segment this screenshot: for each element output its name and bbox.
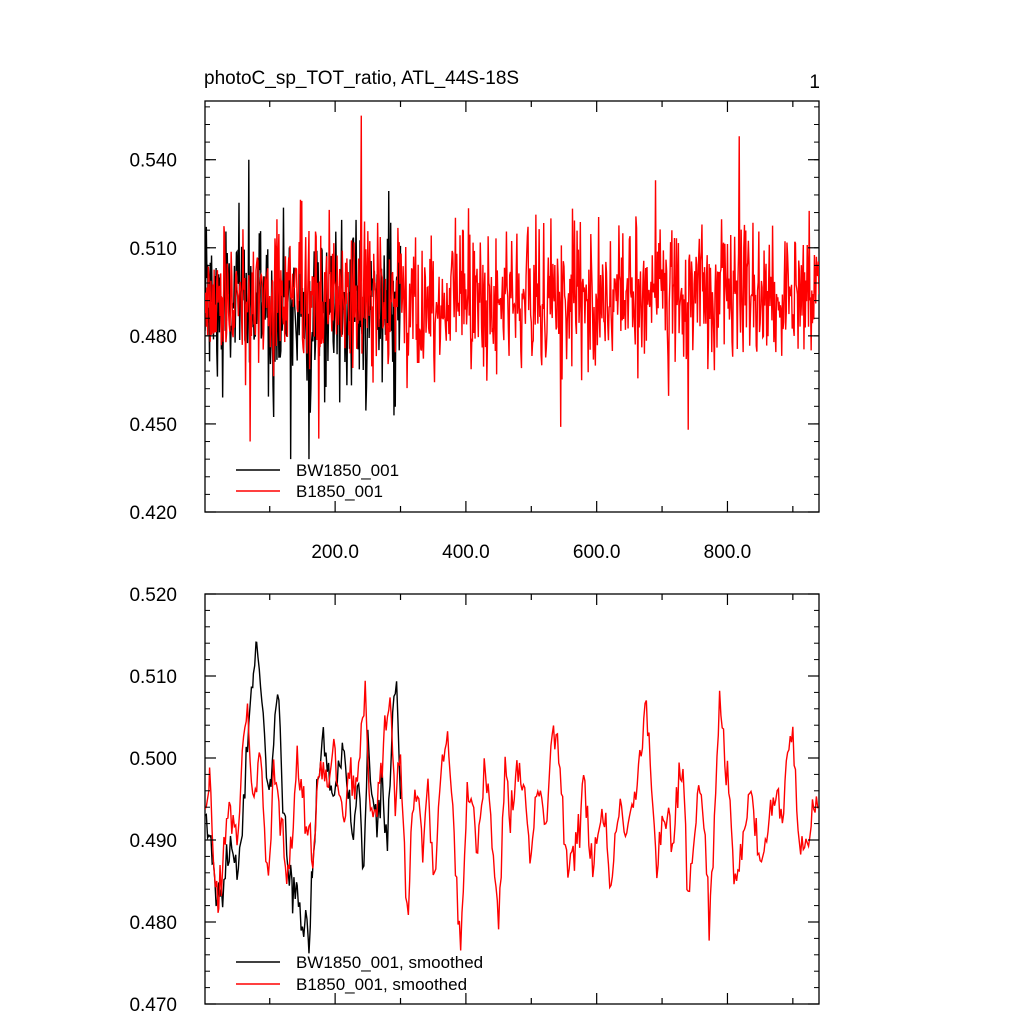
bottom-panel: 0.470 0.480 0.490 0.500 0.510 0.520 BW1850_00… — [129, 585, 820, 1016]
y-tick-label: 0.450 — [129, 415, 177, 436]
legend-label-bw1850: BW1850_001 — [296, 461, 399, 480]
bottom-series-group — [205, 641, 819, 954]
bottom-legend: BW1850_001, smoothed B1850_001, smoothed — [236, 953, 483, 994]
y-tick-label: 0.510 — [129, 239, 177, 260]
legend-label-b1850-smoothed: B1850_001, smoothed — [296, 975, 467, 994]
top-ticks-group: 0.420 0.450 0.480 0.510 0.540 200.0 400.0 600.0… — [129, 101, 819, 563]
y-tick-label: 0.520 — [129, 585, 177, 606]
series-line-b1850-001-smoothed — [205, 680, 819, 951]
y-tick-label: 0.420 — [129, 503, 177, 524]
legend-label-b1850: B1850_001 — [296, 482, 383, 501]
chart-title: photoC_sp_TOT_ratio, ATL_44S-18S — [204, 68, 519, 89]
series-line-b1850-001 — [205, 115, 819, 442]
x-tick-label: 200.0 — [311, 542, 359, 563]
bottom-ticks-group: 0.470 0.480 0.490 0.500 0.510 0.520 — [129, 585, 819, 1016]
top-legend: BW1850_001 B1850_001 — [236, 461, 399, 501]
y-tick-label: 0.510 — [129, 667, 177, 688]
y-tick-label: 0.490 — [129, 831, 177, 852]
y-tick-label: 0.540 — [129, 151, 177, 172]
y-tick-label: 0.480 — [129, 913, 177, 934]
legend-label-bw1850-smoothed: BW1850_001, smoothed — [296, 953, 483, 972]
y-tick-label: 0.480 — [129, 327, 177, 348]
plot-frame-bottom — [204, 593, 820, 1005]
panel-label: 1 — [809, 72, 820, 93]
top-panel: photoC_sp_TOT_ratio, ATL_44S-18S 1 0.420… — [129, 68, 820, 563]
y-tick-label: 0.500 — [129, 749, 177, 770]
x-tick-label: 600.0 — [573, 542, 621, 563]
y-tick-label: 0.470 — [129, 995, 177, 1016]
x-tick-label: 400.0 — [442, 542, 490, 563]
x-tick-label: 800.0 — [704, 542, 752, 563]
top-series-group — [205, 115, 819, 460]
